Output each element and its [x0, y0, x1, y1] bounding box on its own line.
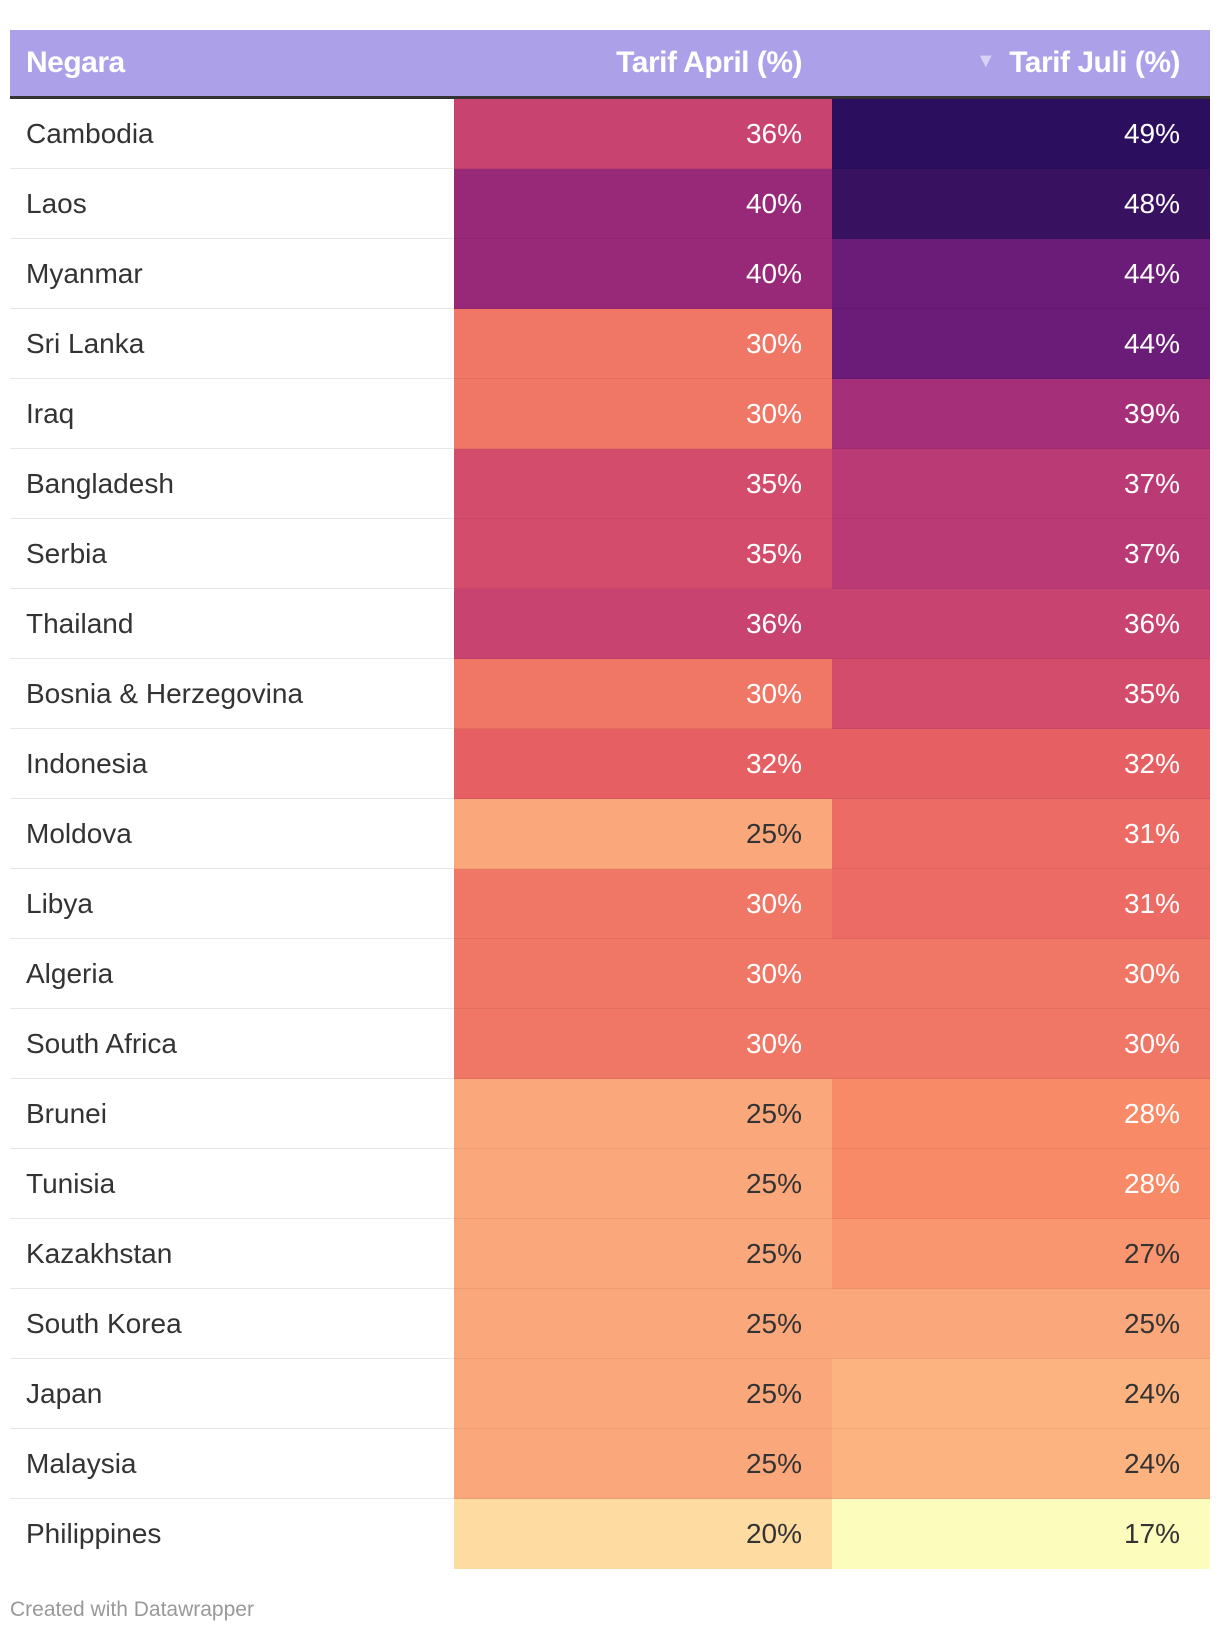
country-cell: Cambodia	[10, 99, 454, 169]
footer-credit[interactable]: Created with Datawrapper	[10, 1598, 254, 1621]
table-row: Bosnia & Herzegovina 30% 35%	[10, 659, 1210, 729]
july-tariff-cell: 39%	[832, 379, 1210, 449]
april-tariff-cell: 40%	[454, 239, 832, 309]
july-tariff-cell: 30%	[832, 939, 1210, 1009]
table-row: Libya 30% 31%	[10, 869, 1210, 939]
july-tariff-cell: 28%	[832, 1079, 1210, 1149]
april-tariff-cell: 25%	[454, 1429, 832, 1499]
april-tariff-cell: 36%	[454, 589, 832, 659]
april-tariff-cell: 35%	[454, 519, 832, 589]
column-header-april[interactable]: Tarif April (%)	[454, 30, 832, 96]
july-tariff-cell: 31%	[832, 799, 1210, 869]
country-cell: Bangladesh	[10, 449, 454, 519]
column-header-july[interactable]: ▼ Tarif Juli (%)	[832, 30, 1210, 96]
table-body: Cambodia 36% 49% Laos 40% 48% Myanmar 40% 44% Sri…	[10, 99, 1210, 1569]
april-tariff-cell: 25%	[454, 1149, 832, 1219]
country-cell: Libya	[10, 869, 454, 939]
data-table: Negara Tarif April (%) ▼ Tarif Juli (%) C…	[10, 30, 1210, 1569]
april-tariff-cell: 20%	[454, 1499, 832, 1569]
july-tariff-cell: 27%	[832, 1219, 1210, 1289]
table-row: Indonesia 32% 32%	[10, 729, 1210, 799]
april-tariff-cell: 40%	[454, 169, 832, 239]
country-cell: Iraq	[10, 379, 454, 449]
april-tariff-cell: 30%	[454, 869, 832, 939]
country-cell: Serbia	[10, 519, 454, 589]
april-tariff-cell: 30%	[454, 379, 832, 449]
table-row: South Korea 25% 25%	[10, 1289, 1210, 1359]
april-tariff-cell: 25%	[454, 1359, 832, 1429]
july-tariff-cell: 24%	[832, 1359, 1210, 1429]
april-tariff-cell: 30%	[454, 309, 832, 379]
table-row: Iraq 30% 39%	[10, 379, 1210, 449]
table-row: Cambodia 36% 49%	[10, 99, 1210, 169]
april-tariff-cell: 25%	[454, 1219, 832, 1289]
table-row: South Africa 30% 30%	[10, 1009, 1210, 1079]
july-tariff-cell: 37%	[832, 449, 1210, 519]
column-header-label: Negara	[26, 46, 125, 79]
country-cell: Bosnia & Herzegovina	[10, 659, 454, 729]
july-tariff-cell: 24%	[832, 1429, 1210, 1499]
july-tariff-cell: 37%	[832, 519, 1210, 589]
table-row: Tunisia 25% 28%	[10, 1149, 1210, 1219]
july-tariff-cell: 31%	[832, 869, 1210, 939]
table-row: Thailand 36% 36%	[10, 589, 1210, 659]
july-tariff-cell: 36%	[832, 589, 1210, 659]
july-tariff-cell: 48%	[832, 169, 1210, 239]
country-cell: Sri Lanka	[10, 309, 454, 379]
april-tariff-cell: 36%	[454, 99, 832, 169]
april-tariff-cell: 32%	[454, 729, 832, 799]
table-row: Philippines 20% 17%	[10, 1499, 1210, 1569]
july-tariff-cell: 30%	[832, 1009, 1210, 1079]
table-row: Sri Lanka 30% 44%	[10, 309, 1210, 379]
april-tariff-cell: 30%	[454, 1009, 832, 1079]
country-cell: Algeria	[10, 939, 454, 1009]
country-cell: Brunei	[10, 1079, 454, 1149]
table-row: Myanmar 40% 44%	[10, 239, 1210, 309]
july-tariff-cell: 35%	[832, 659, 1210, 729]
july-tariff-cell: 28%	[832, 1149, 1210, 1219]
triangle-down-icon: ▼	[975, 50, 996, 73]
july-tariff-cell: 49%	[832, 99, 1210, 169]
table-row: Laos 40% 48%	[10, 169, 1210, 239]
april-tariff-cell: 25%	[454, 799, 832, 869]
april-tariff-cell: 30%	[454, 939, 832, 1009]
april-tariff-cell: 35%	[454, 449, 832, 519]
column-header-label: Tarif April (%)	[616, 46, 802, 79]
country-cell: Laos	[10, 169, 454, 239]
country-cell: Japan	[10, 1359, 454, 1429]
april-tariff-cell: 30%	[454, 659, 832, 729]
table-header: Negara Tarif April (%) ▼ Tarif Juli (%)	[10, 30, 1210, 99]
table-row: Moldova 25% 31%	[10, 799, 1210, 869]
country-cell: Indonesia	[10, 729, 454, 799]
country-cell: Kazakhstan	[10, 1219, 454, 1289]
country-cell: Myanmar	[10, 239, 454, 309]
table-row: Algeria 30% 30%	[10, 939, 1210, 1009]
country-cell: South Africa	[10, 1009, 454, 1079]
july-tariff-cell: 25%	[832, 1289, 1210, 1359]
table-row: Japan 25% 24%	[10, 1359, 1210, 1429]
july-tariff-cell: 44%	[832, 309, 1210, 379]
country-cell: Moldova	[10, 799, 454, 869]
table-row: Bangladesh 35% 37%	[10, 449, 1210, 519]
column-header-country[interactable]: Negara	[10, 30, 454, 96]
country-cell: Thailand	[10, 589, 454, 659]
country-cell: Tunisia	[10, 1149, 454, 1219]
column-header-label: Tarif Juli (%)	[1009, 46, 1180, 79]
country-cell: Philippines	[26, 1518, 162, 1549]
country-cell: Malaysia	[10, 1429, 454, 1499]
table-row: Kazakhstan 25% 27%	[10, 1219, 1210, 1289]
country-cell: South Korea	[10, 1289, 454, 1359]
table-row: Brunei 25% 28%	[10, 1079, 1210, 1149]
april-tariff-cell: 25%	[454, 1289, 832, 1359]
july-tariff-cell: 17%	[832, 1499, 1210, 1569]
july-tariff-cell: 32%	[832, 729, 1210, 799]
april-tariff-cell: 25%	[454, 1079, 832, 1149]
table-row: Malaysia 25% 24%	[10, 1429, 1210, 1499]
july-tariff-cell: 44%	[832, 239, 1210, 309]
table-row: Serbia 35% 37%	[10, 519, 1210, 589]
